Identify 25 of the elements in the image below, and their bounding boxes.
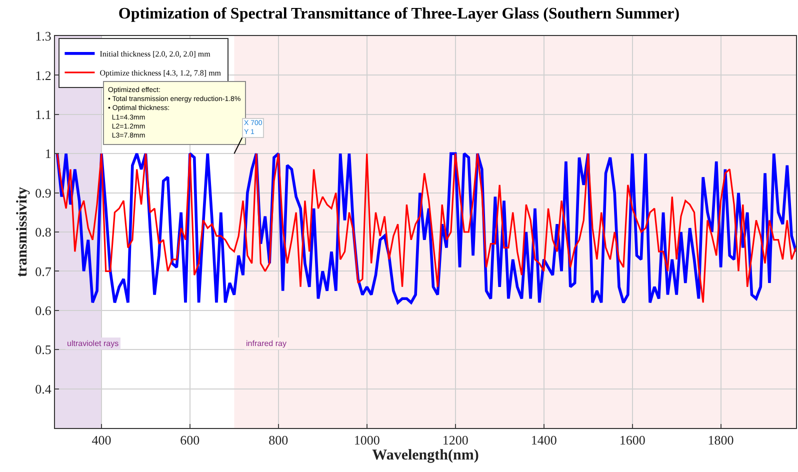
y-tick-label: 0.7 xyxy=(35,264,52,279)
band-label: ultraviolet rays xyxy=(67,339,119,348)
legend-label: Optimize thickness [4.3, 1.2, 7.8] mm xyxy=(100,68,222,78)
y-tick-label: 1 xyxy=(44,146,52,162)
x-tick-label: 400 xyxy=(92,432,112,448)
band-label: infrared ray xyxy=(246,339,286,348)
chart-title: Optimization of Spectral Transmittance of Three-Layer Glass (Southern Summer) xyxy=(118,5,680,22)
y-tick-label: 0.4 xyxy=(35,381,52,396)
x-axis-title: Wavelength(nm) xyxy=(372,448,479,464)
x-tick-label: 1600 xyxy=(619,432,646,448)
x-tick-label: 1800 xyxy=(708,432,734,448)
x-tick-label: 1000 xyxy=(354,432,380,448)
y-tick-label: 1.3 xyxy=(35,28,52,44)
legend-label: Initial thickness [2.0, 2.0, 2.0] mm xyxy=(100,50,212,59)
y-tick-label: 1.1 xyxy=(35,106,52,122)
x-tick-label: 600 xyxy=(180,432,200,448)
y-tick-label: 1.2 xyxy=(35,68,52,83)
x-tick-label: 1400 xyxy=(530,432,557,448)
y-tick-label: 0.9 xyxy=(35,185,52,200)
y-tick-label: 0.5 xyxy=(35,342,52,358)
x-tick-label: 800 xyxy=(268,432,288,448)
y-axis-title: transmissivity xyxy=(14,186,30,277)
x-tick-label: 1200 xyxy=(442,432,468,448)
y-tick-label: 0.8 xyxy=(35,224,52,240)
y-tick-label: 0.6 xyxy=(35,302,52,318)
